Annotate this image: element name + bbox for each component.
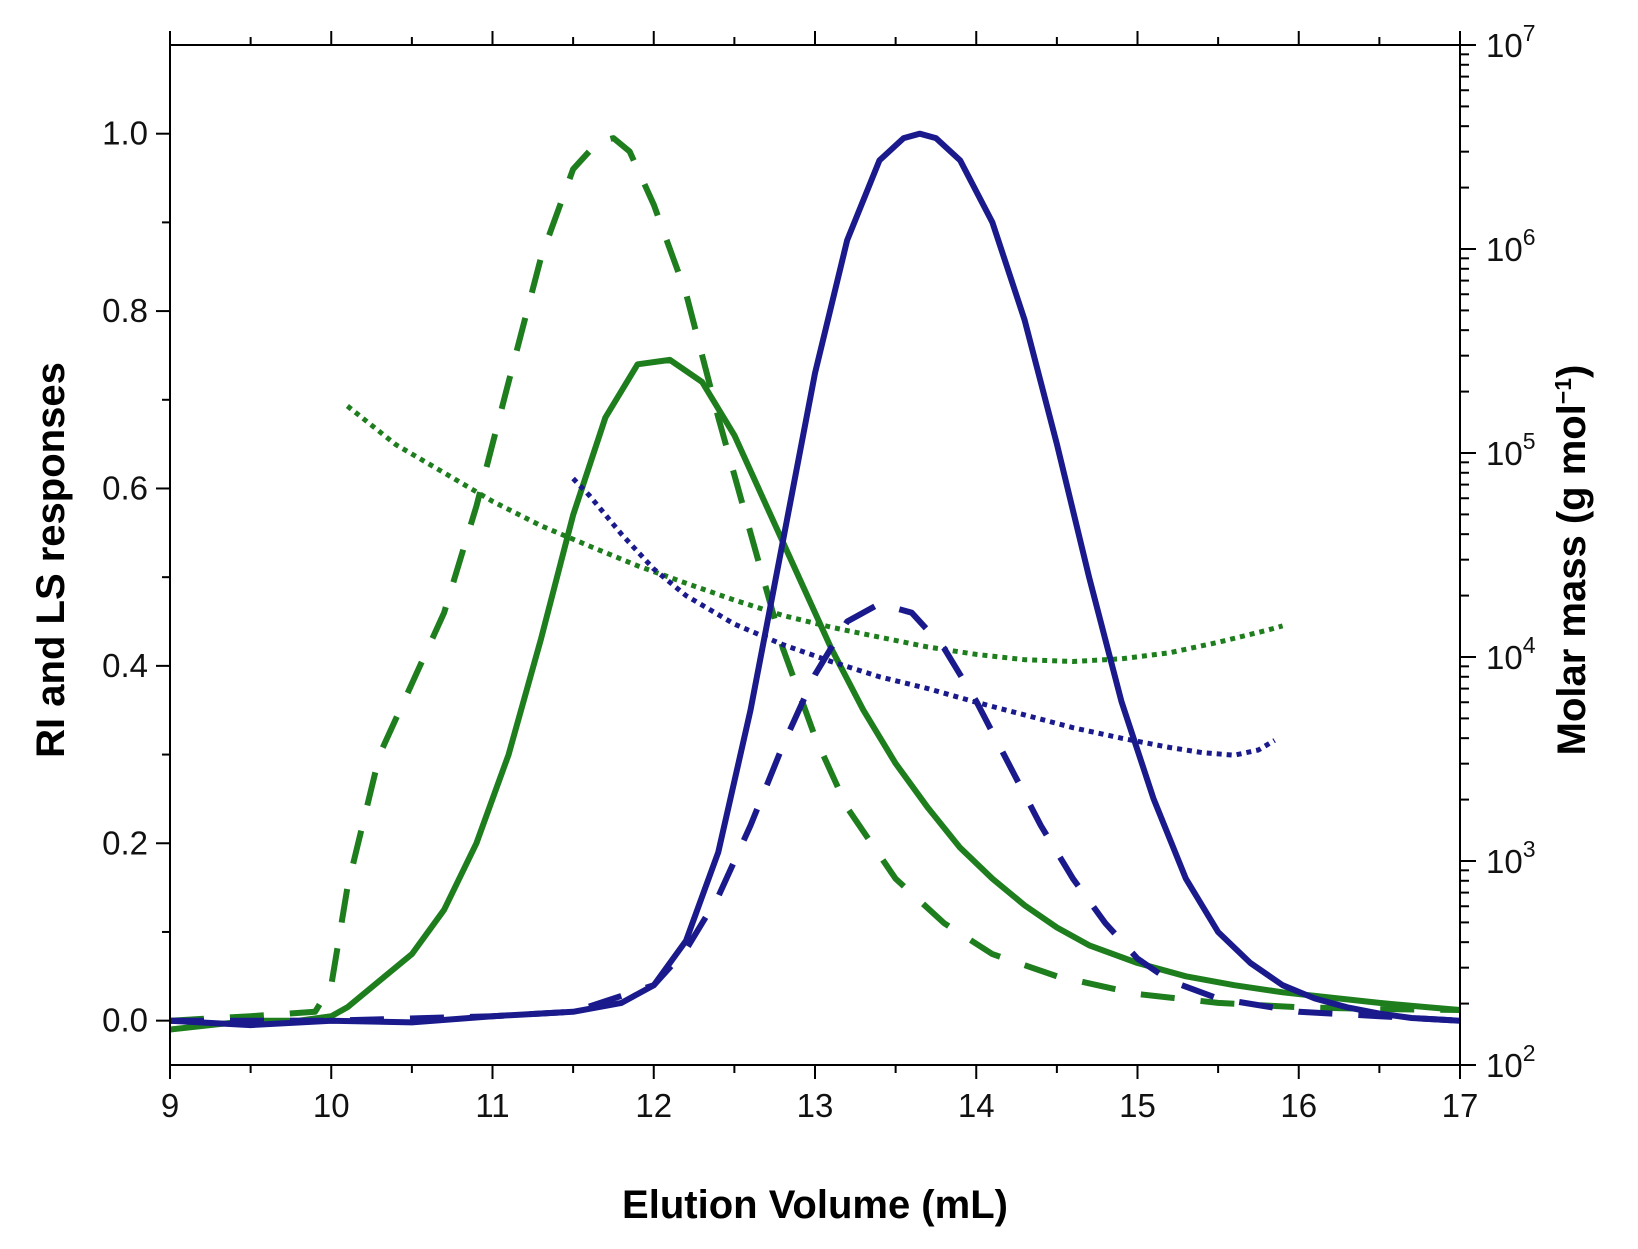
y-right-tick-exp: 6: [1523, 224, 1536, 250]
y-right-tick-exp: 5: [1523, 428, 1536, 454]
y-axis-right-title-sup: −1: [1550, 378, 1576, 404]
plot-frame: [169, 44, 1461, 1066]
x-tick-label: 9: [161, 1087, 179, 1124]
y-right-tick-exp: 7: [1523, 20, 1536, 46]
y-axis-left-title: RI and LS responses: [29, 362, 73, 758]
y-right-tick-label: 103: [1486, 836, 1536, 880]
y-right-tick-base: 10: [1486, 231, 1523, 268]
y-axis-right-title-base: Molar mass (g mol: [1550, 404, 1594, 755]
y-left-tick-label: 0.8: [102, 292, 148, 329]
series-blue-RI: [170, 130, 1460, 1029]
y-right-tick-base: 10: [1486, 27, 1523, 64]
y-right-tick-label: 104: [1486, 632, 1536, 676]
x-tick-label: 11: [475, 1087, 509, 1124]
x-tick-label: 10: [313, 1087, 350, 1124]
y-axis-right-title: Molar mass (g mol−1): [1550, 365, 1594, 756]
y-left-tick-label: 0.2: [102, 824, 148, 861]
y-right-tick-base: 10: [1486, 639, 1523, 676]
x-tick-label: 14: [958, 1087, 995, 1124]
y-left-tick-label: 0.0: [102, 1002, 148, 1039]
series-green-molar-mass: [345, 404, 1284, 664]
y-right-tick-exp: 2: [1523, 1040, 1536, 1066]
y-right-tick-label: 102: [1486, 1040, 1536, 1084]
series-blue-molar-mass: [571, 476, 1276, 758]
x-tick-label: 13: [797, 1087, 834, 1124]
y-right-tick-base: 10: [1486, 435, 1523, 472]
y-right-tick-label: 106: [1486, 224, 1536, 268]
series-green-LS: [170, 135, 1460, 1024]
y-right-tick-label: 107: [1486, 20, 1536, 64]
x-tick-label: 16: [1280, 1087, 1317, 1124]
y-right-tick-base: 10: [1486, 843, 1523, 880]
x-axis-title: Elution Volume (mL): [622, 1183, 1008, 1227]
x-tick-label: 17: [1442, 1087, 1479, 1124]
y-right-tick-label: 105: [1486, 428, 1536, 472]
series-layer: [170, 130, 1460, 1033]
y-left-tick-label: 0.6: [102, 469, 148, 506]
tick-labels-layer: 9 10 11 12 13 14 15 16 170.00.20.40.60.81.010210…: [102, 20, 1536, 1124]
series-green-RI: [170, 356, 1460, 1033]
y-axis-right-title-close: ): [1550, 365, 1594, 378]
series-blue-LS: [170, 600, 1460, 1024]
ticks-layer: [156, 31, 1476, 1079]
x-tick-label: 15: [1119, 1087, 1156, 1124]
y-left-tick-label: 0.4: [102, 647, 148, 684]
x-tick-label: 12: [635, 1087, 672, 1124]
y-right-tick-base: 10: [1486, 1047, 1523, 1084]
y-right-tick-exp: 4: [1523, 632, 1536, 658]
y-right-tick-exp: 3: [1523, 836, 1536, 862]
y-left-tick-label: 1.0: [102, 115, 148, 152]
